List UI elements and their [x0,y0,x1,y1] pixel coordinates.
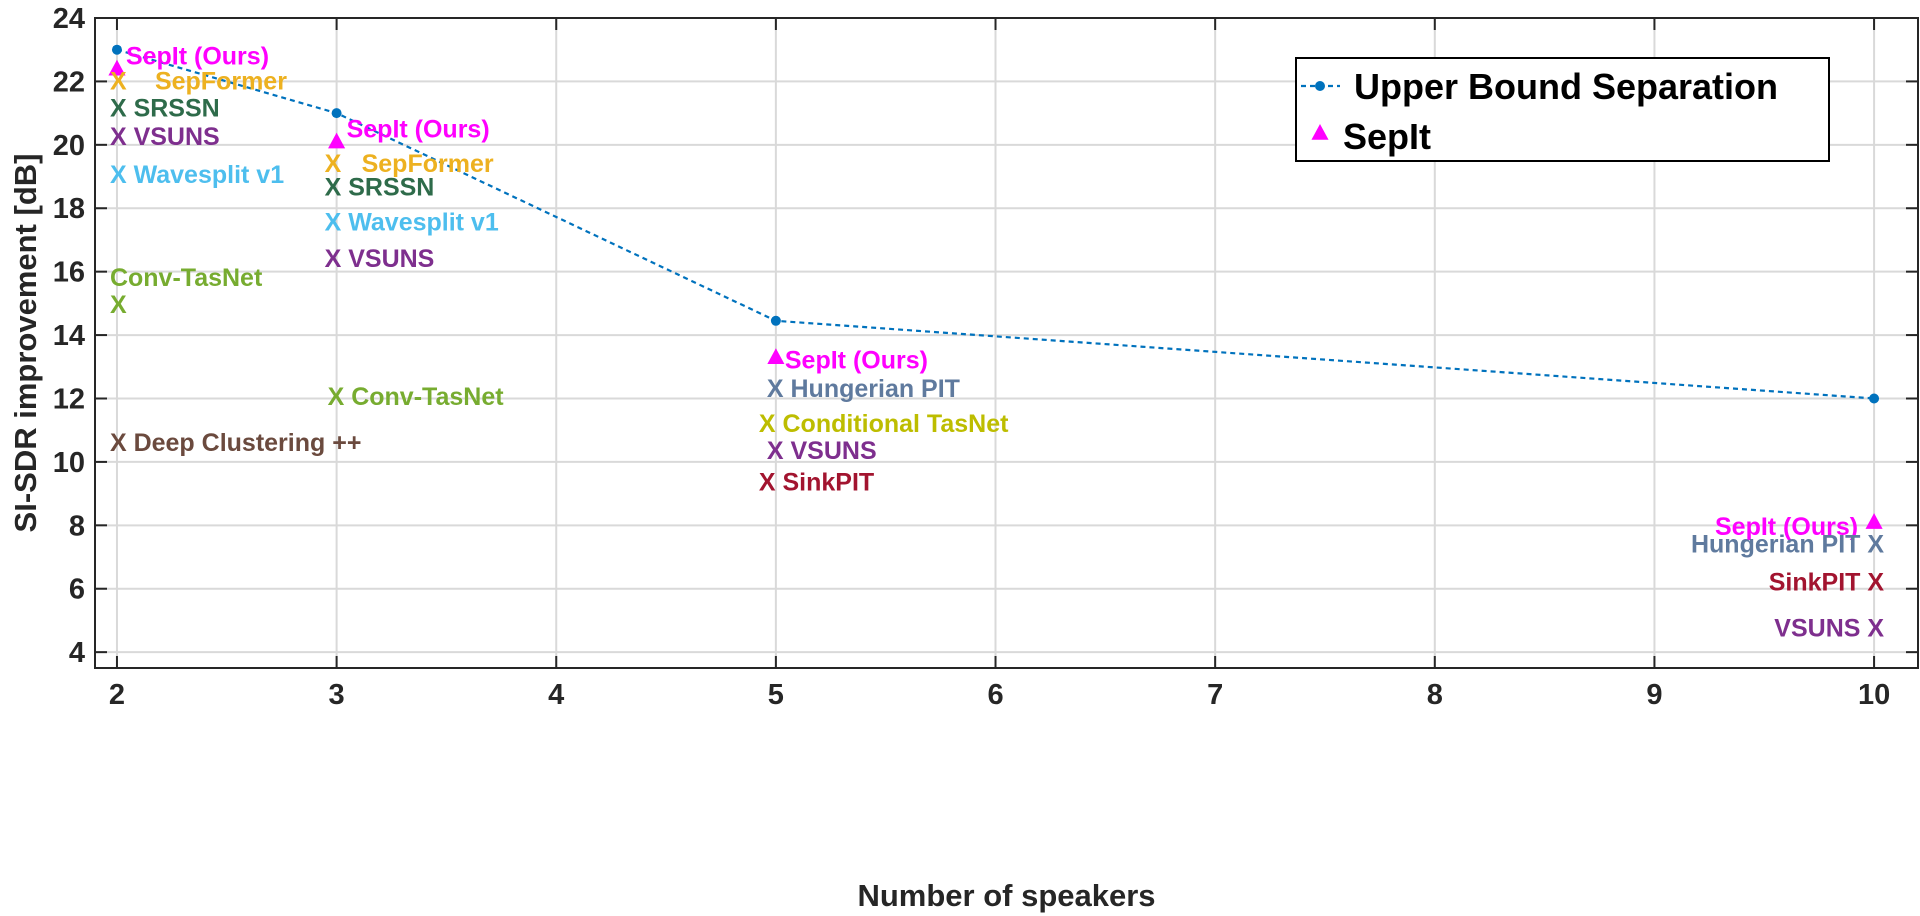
legend-label-upper-bound: Upper Bound Separation [1354,66,1778,107]
annotation-label: SepIt (Ours) [347,115,490,143]
annotation-label: X [110,291,127,319]
annotation-label: Conv-TasNet [110,264,263,292]
x-tick-label: 6 [987,679,1003,711]
point-sepit [767,348,785,365]
point-sepit [1865,513,1883,529]
y-tick-label: 4 [69,637,85,669]
point-upper-bound [111,44,122,55]
series-line-upper-bound [116,48,1875,400]
y-tick-label: 6 [69,574,85,606]
annotation-label: X SinkPIT [759,469,874,497]
annotation-label: X SRSSN [110,94,220,122]
annotation-label: X Conditional TasNet [759,410,1009,438]
x-tick-label: 4 [548,679,564,711]
y-tick-label: 14 [53,320,85,352]
point-upper-bound [331,108,342,119]
legend: Upper Bound Separation SepIt [1295,57,1830,162]
y-axis-title: SI-SDR improvement [dB] [8,154,43,533]
annotation-label: X VSUNS [325,245,435,273]
annotation-label: X VSUNS [110,123,220,151]
annotation-label: SepIt (Ours) [785,346,928,374]
x-tick-label: 3 [329,679,345,711]
annotation-label: X Hungerian PIT [767,375,960,403]
y-tick-label: 24 [53,3,85,35]
axis-ticks: 2 3 4 5 6 7 8 9 10 4 6 8 10 12 14 16 18 20 22 24 [53,3,1918,711]
annotation-label: SinkPIT X [1769,568,1885,596]
point-sepit [328,132,346,149]
x-tick-label: 8 [1427,679,1443,711]
series-layer [108,44,1883,529]
annotation-label: SepIt (Ours) [126,42,269,70]
x-axis-title: Number of speakers [857,878,1155,913]
y-tick-label: 22 [53,66,85,98]
y-tick-label: 8 [69,510,85,542]
annotation-label: SepFormer [155,67,287,95]
annotation-label: X Deep Clustering ++ [110,429,361,457]
point-upper-bound [770,315,781,326]
y-tick-label: 16 [53,257,85,289]
annotation-label: X [325,150,342,178]
legend-box [1295,57,1830,162]
annotation-label: VSUNS X [1774,614,1884,642]
x-tick-label: 7 [1207,679,1223,711]
x-tick-label: 2 [109,679,125,711]
annotation-label: X Wavesplit v1 [325,209,499,237]
annotation-label: X [110,67,127,95]
y-tick-label: 20 [53,130,85,162]
legend-marker-sepit [1311,124,1329,140]
annotation-label: SepIt (Ours) [1715,513,1858,541]
y-tick-label: 12 [53,383,85,415]
legend-marker-upper-bound [1315,81,1325,91]
annotation-label: Hungerian PIT X [1691,530,1884,558]
annotation-label: SepFormer [362,150,494,178]
plot-frame [94,17,1919,669]
annotation-label: X Wavesplit v1 [110,161,284,189]
x-tick-label: 10 [1858,679,1890,711]
annotation-label: X Conv-TasNet [328,383,505,411]
legend-label-sepit: SepIt [1343,116,1431,157]
annotation-label: X SRSSN [325,174,435,202]
x-tick-label: 9 [1646,679,1662,711]
x-tick-label: 5 [768,679,784,711]
y-tick-label: 18 [53,193,85,225]
point-sepit [108,59,126,76]
annotation-label: X VSUNS [767,437,877,465]
y-tick-label: 10 [53,447,85,479]
point-upper-bound [1869,393,1880,404]
